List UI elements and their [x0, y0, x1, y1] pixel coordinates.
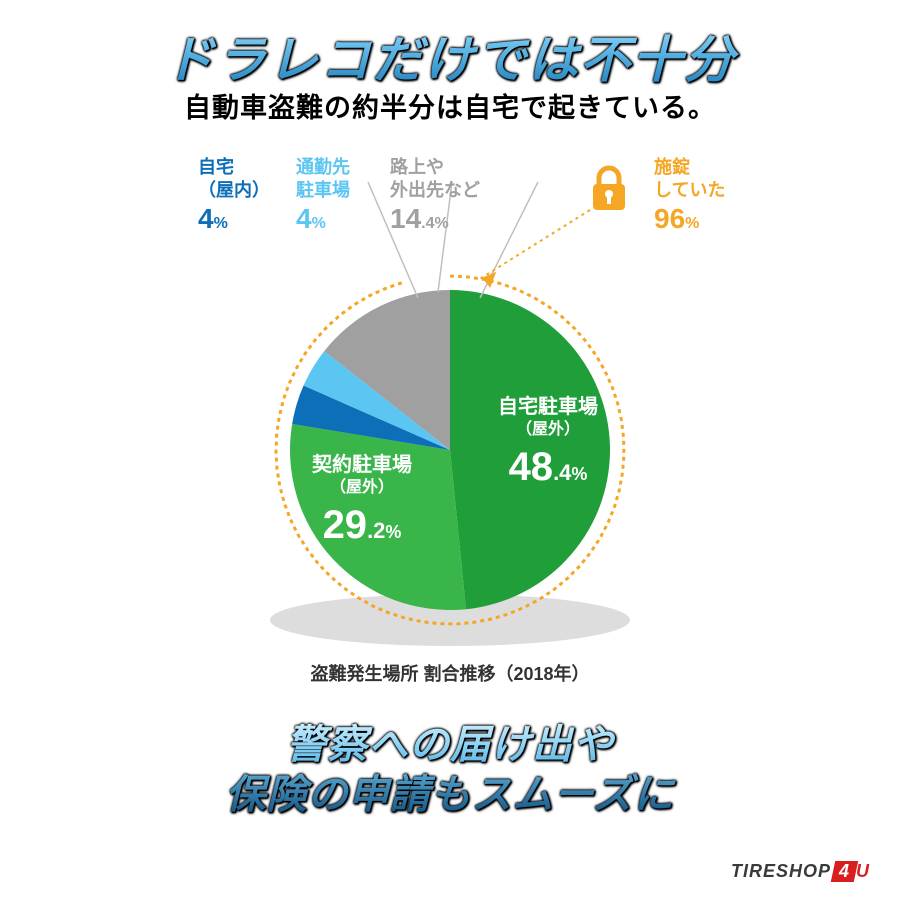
callout-label: 路上や: [390, 156, 480, 179]
bottom-line-1: 警察への届け出や: [0, 720, 900, 770]
brand-part2: 4: [839, 861, 850, 882]
headline: ドラレコだけでは不十分: [0, 20, 900, 92]
callout-value: 4: [296, 203, 312, 234]
pie-chart-container: 自宅 （屋内） 4% 通勤先 駐車場 4% 路上や 外出先など 14.4% 施錠…: [0, 150, 900, 670]
pie-label-home-outdoor: 自宅駐車場 （屋外） 48.4%: [468, 394, 628, 493]
pie-label-value-dec: .4: [553, 460, 571, 485]
pie-label-unit: %: [571, 464, 587, 484]
brand-part3: U: [856, 861, 870, 881]
callout-label: （屋内）: [198, 179, 270, 202]
subheadline: 自動車盗難の約半分は自宅で起きている。: [0, 86, 900, 125]
lock-leader-line: [480, 210, 590, 279]
callout-label: 通勤先: [296, 156, 350, 179]
pie-label-value: 29: [323, 503, 368, 547]
pie-label-text: （屋外）: [468, 420, 628, 441]
callout-label: していた: [654, 179, 725, 202]
lock-icon: [586, 164, 632, 214]
bottom-line-2: 保険の申請もスムーズに: [0, 770, 900, 820]
pie-label-unit: %: [385, 522, 401, 542]
pie-label-text: （屋外）: [282, 478, 442, 499]
callout-unit: %: [685, 215, 699, 232]
pie-label-text: 自宅駐車場: [468, 394, 628, 420]
callout-label: 外出先など: [390, 179, 480, 202]
chart-caption: 盗難発生場所 割合推移（2018年）: [0, 660, 900, 686]
callout-street-out: 路上や 外出先など 14.4%: [390, 156, 480, 236]
brand-badge: 4: [831, 861, 858, 882]
callout-commute-lot: 通勤先 駐車場 4%: [296, 156, 350, 236]
callout-unit: %: [214, 215, 228, 232]
callout-label: 自宅: [198, 156, 270, 179]
bottom-headline: 警察への届け出や 保険の申請もスムーズに: [0, 720, 900, 820]
callout-value-small: .4: [421, 215, 434, 232]
pie-label-contract-outdoor: 契約駐車場 （屋外） 29.2%: [282, 452, 442, 551]
pie-label-text: 契約駐車場: [282, 452, 442, 478]
callout-value: 4: [198, 203, 214, 234]
callout-unit: %: [312, 215, 326, 232]
callout-label: 駐車場: [296, 179, 350, 202]
callout-label: 施錠: [654, 156, 725, 179]
callout-home-indoor: 自宅 （屋内） 4%: [198, 156, 270, 236]
pie-label-value: 48: [509, 445, 554, 489]
callout-value: 96: [654, 203, 685, 234]
pie-label-value-dec: .2: [367, 518, 385, 543]
callout-value-big: 14: [390, 203, 421, 234]
brand-part1: TIRESHOP: [731, 861, 831, 881]
callout-unit: %: [435, 215, 449, 232]
brand-logo: TIRESHOP 4U: [731, 861, 870, 882]
callout-locked: 施錠 していた 96%: [654, 156, 725, 236]
